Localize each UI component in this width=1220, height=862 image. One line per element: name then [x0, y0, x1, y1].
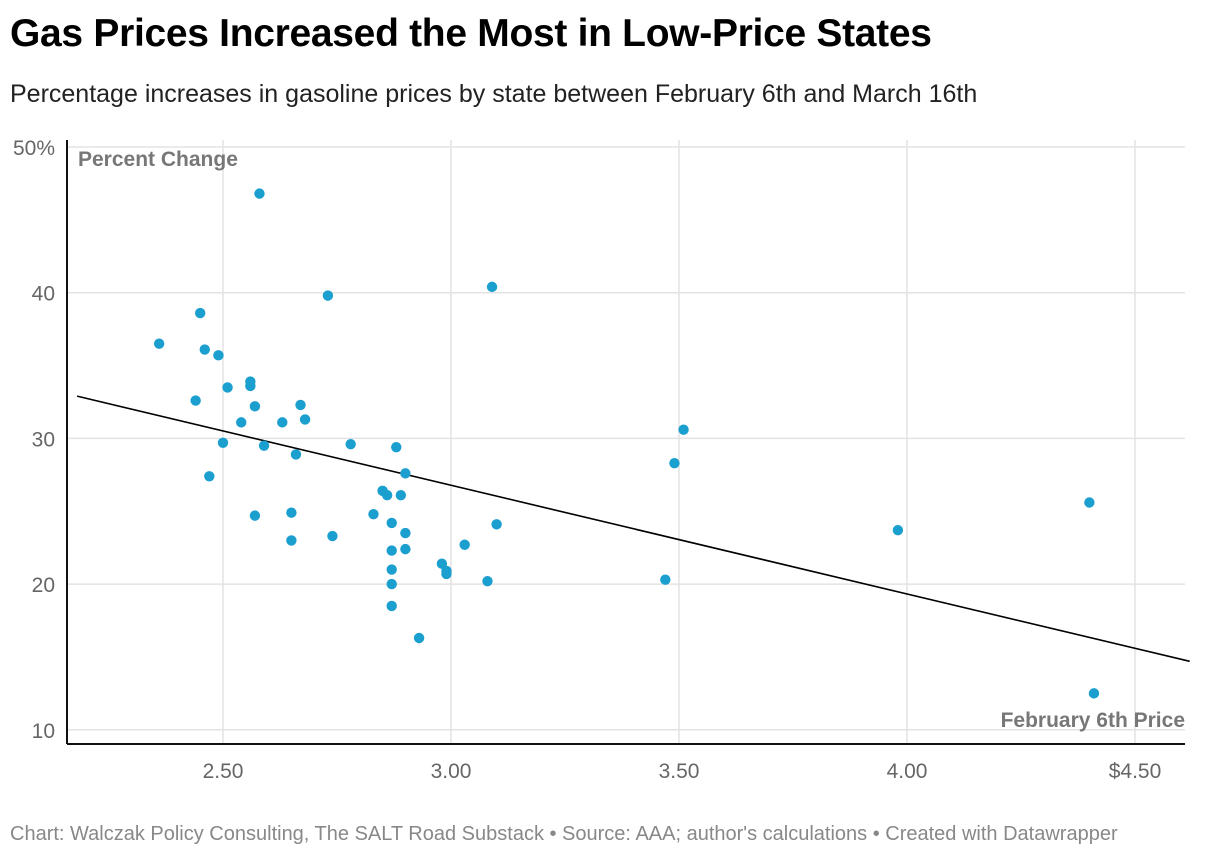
- data-point: [395, 490, 407, 501]
- data-point: [368, 508, 379, 520]
- data-point: [245, 380, 256, 392]
- x-tick-label: $4.50: [1109, 760, 1162, 783]
- data-point: [345, 439, 356, 450]
- data-point: [400, 527, 411, 539]
- data-point: [441, 568, 452, 580]
- x-tick-label: 4.00: [887, 760, 928, 783]
- data-point: [217, 437, 229, 448]
- x-tick-label: 2.50: [203, 760, 244, 783]
- data-point: [1084, 497, 1095, 508]
- x-axis-title: February 6th Price: [1001, 709, 1185, 732]
- y-tick-label: 30: [32, 428, 55, 451]
- data-point: [386, 578, 397, 590]
- data-point: [299, 414, 311, 425]
- chart-subtitle: Percentage increases in gasoline prices …: [10, 80, 978, 108]
- data-point: [290, 449, 302, 460]
- data-point: [249, 510, 261, 521]
- trend-line: [76, 395, 1190, 663]
- y-tick-label: 40: [32, 283, 55, 306]
- data-point: [669, 457, 680, 469]
- chart-footer: Chart: Walczak Policy Consulting, The SA…: [10, 823, 1118, 845]
- data-point: [195, 307, 206, 319]
- data-point: [678, 424, 689, 435]
- data-point: [459, 539, 470, 550]
- y-tick-label: 50%: [13, 137, 55, 160]
- y-axis-ticks: 10 20 30 40 50%: [13, 137, 55, 743]
- data-point: [286, 535, 297, 546]
- data-point: [491, 519, 502, 530]
- data-point: [222, 382, 233, 393]
- data-point: [660, 574, 671, 585]
- data-point: [1088, 688, 1100, 699]
- data-point: [286, 507, 297, 518]
- chart-title: Gas Prices Increased the Most in Low-Pri…: [10, 12, 932, 55]
- data-point: [391, 441, 402, 453]
- y-tick-label: 20: [32, 574, 55, 597]
- data-point: [153, 338, 165, 349]
- data-point: [258, 440, 270, 451]
- data-point: [204, 471, 215, 482]
- y-tick-label: 10: [32, 720, 55, 743]
- data-points: [153, 188, 1100, 699]
- data-point: [386, 600, 397, 612]
- data-point: [236, 417, 247, 428]
- data-point: [190, 395, 201, 406]
- data-point: [386, 517, 397, 529]
- y-axis-title: Percent Change: [78, 148, 238, 171]
- data-point: [413, 632, 425, 644]
- gridlines: [67, 140, 1185, 744]
- data-point: [386, 545, 397, 556]
- data-point: [400, 468, 411, 479]
- data-point: [254, 188, 265, 199]
- data-point: [381, 490, 393, 501]
- data-point: [277, 417, 288, 428]
- data-point: [892, 524, 904, 536]
- data-point: [322, 290, 334, 301]
- data-point: [199, 344, 210, 355]
- data-point: [327, 530, 338, 542]
- data-point: [249, 401, 261, 412]
- data-point: [482, 575, 493, 587]
- x-tick-label: 3.50: [659, 760, 700, 783]
- x-tick-label: 3.00: [431, 760, 472, 783]
- data-point: [213, 350, 224, 361]
- data-point: [386, 564, 397, 575]
- data-point: [486, 281, 498, 293]
- data-point: [400, 543, 411, 555]
- data-point: [295, 399, 306, 411]
- x-axis-ticks: 2.50 3.00 3.50 4.00 $4.50: [203, 760, 1162, 783]
